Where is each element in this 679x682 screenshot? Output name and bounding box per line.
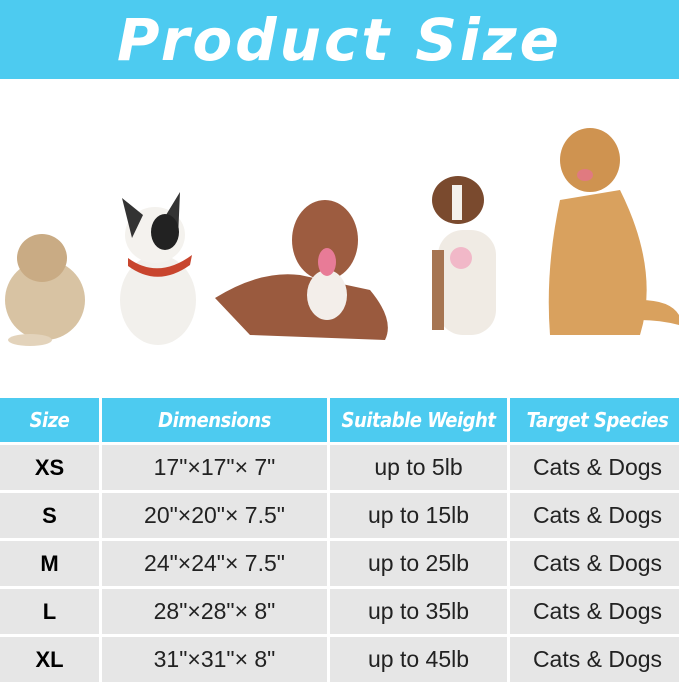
cell-weight: up to 45lb: [330, 637, 507, 682]
cell-dimensions: 31"×31"× 8": [102, 637, 327, 682]
pitbull: [215, 200, 388, 340]
page-title: Product Size: [116, 5, 563, 74]
size-table: Size Dimensions Suitable Weight Target S…: [0, 398, 679, 682]
title-banner: Product Size: [0, 0, 679, 79]
australian-shepherd: [432, 176, 496, 335]
header-species: Target Species: [510, 398, 679, 442]
header-dimensions: Dimensions: [102, 398, 327, 442]
cell-weight: up to 25lb: [330, 541, 507, 586]
cell-species: Cats & Dogs: [510, 493, 679, 538]
cell-size: L: [0, 589, 99, 634]
cell-size: XS: [0, 445, 99, 490]
cell-weight: up to 35lb: [330, 589, 507, 634]
havanese-dog: [5, 234, 85, 346]
cell-size: M: [0, 541, 99, 586]
dogs-photo: [5, 128, 679, 346]
cell-dimensions: 17"×17"× 7": [102, 445, 327, 490]
header-weight: Suitable Weight: [330, 398, 507, 442]
french-bulldog: [120, 192, 196, 345]
cell-size: XL: [0, 637, 99, 682]
cell-weight: up to 5lb: [330, 445, 507, 490]
cell-species: Cats & Dogs: [510, 541, 679, 586]
cell-dimensions: 28"×28"× 8": [102, 589, 327, 634]
golden-retriever: [548, 128, 679, 335]
cell-species: Cats & Dogs: [510, 589, 679, 634]
cell-size: S: [0, 493, 99, 538]
cell-weight: up to 15lb: [330, 493, 507, 538]
header-size: Size: [0, 398, 99, 442]
cell-species: Cats & Dogs: [510, 637, 679, 682]
cell-dimensions: 24"×24"× 7.5": [102, 541, 327, 586]
cell-dimensions: 20"×20"× 7.5": [102, 493, 327, 538]
cell-species: Cats & Dogs: [510, 445, 679, 490]
